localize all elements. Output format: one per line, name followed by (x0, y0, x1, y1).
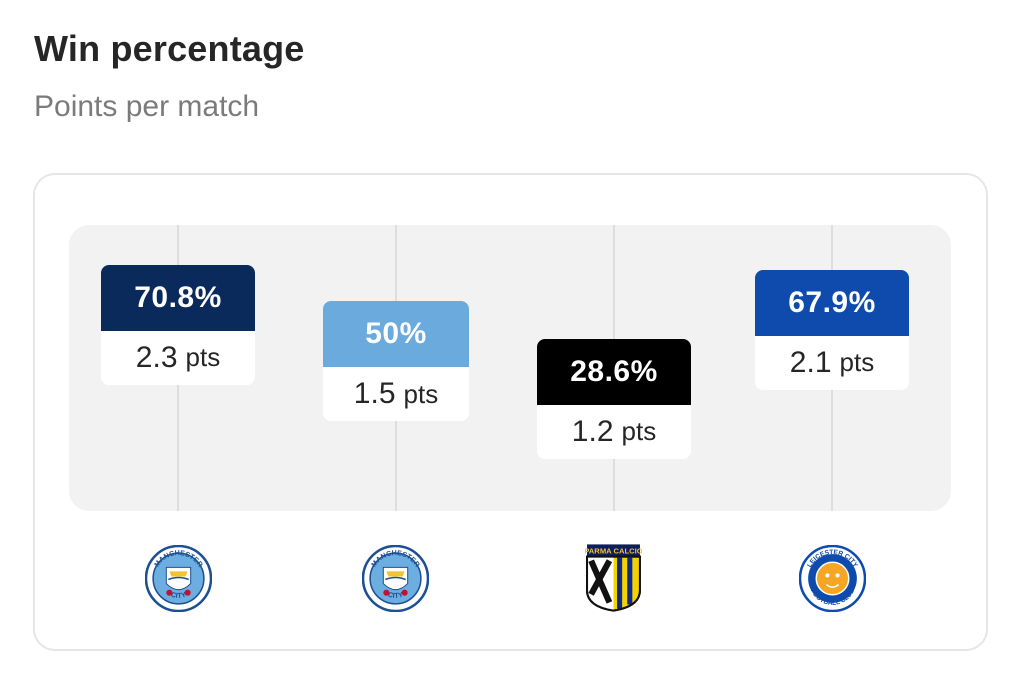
svg-text:CITY: CITY (387, 591, 404, 600)
svg-text:CITY: CITY (170, 591, 187, 600)
points-unit: pts (621, 416, 657, 447)
points-unit: pts (185, 342, 221, 373)
svg-text:PARMA CALCIO: PARMA CALCIO (585, 547, 642, 556)
points-per-match-label: 2.1 pts (755, 336, 909, 390)
leicester-city-crest-icon: LEICESTER CITY FOOTBALL CLUB (798, 544, 867, 613)
win-percentage-label: 70.8% (101, 264, 255, 331)
bar-label-card: 67.9% 2.1 pts (755, 269, 909, 390)
chart-plot-area: 70.8% 2.3 pts 50% 1.5 pts 28.6% 1.2 pts 67.9% 2.1 p… (69, 225, 951, 511)
win-percentage-label: 67.9% (755, 269, 909, 336)
points-value: 2.1 (789, 345, 832, 379)
page-title: Win percentage (34, 28, 305, 69)
points-unit: pts (839, 347, 875, 378)
points-value: 1.2 (571, 414, 614, 448)
manchester-city-crest-icon: MANCHESTER CITY (144, 544, 213, 613)
parma-calcio-crest-icon: PARMA CALCIO (584, 543, 643, 613)
points-value: 1.5 (353, 377, 396, 411)
points-unit: pts (403, 378, 439, 409)
bar-label-card: 28.6% 1.2 pts (537, 338, 691, 459)
bar-label-card: 70.8% 2.3 pts (101, 264, 255, 385)
page-subtitle: Points per match (34, 90, 260, 123)
points-per-match-label: 1.2 pts (537, 405, 691, 459)
win-percentage-label: 50% (323, 301, 469, 368)
win-percentage-label: 28.6% (537, 338, 691, 405)
points-value: 2.3 (135, 340, 178, 374)
points-per-match-label: 1.5 pts (323, 367, 469, 421)
manchester-city-crest-icon: MANCHESTER CITY (361, 544, 430, 613)
points-per-match-label: 2.3 pts (101, 331, 255, 385)
bar-label-card: 50% 1.5 pts (323, 301, 469, 422)
